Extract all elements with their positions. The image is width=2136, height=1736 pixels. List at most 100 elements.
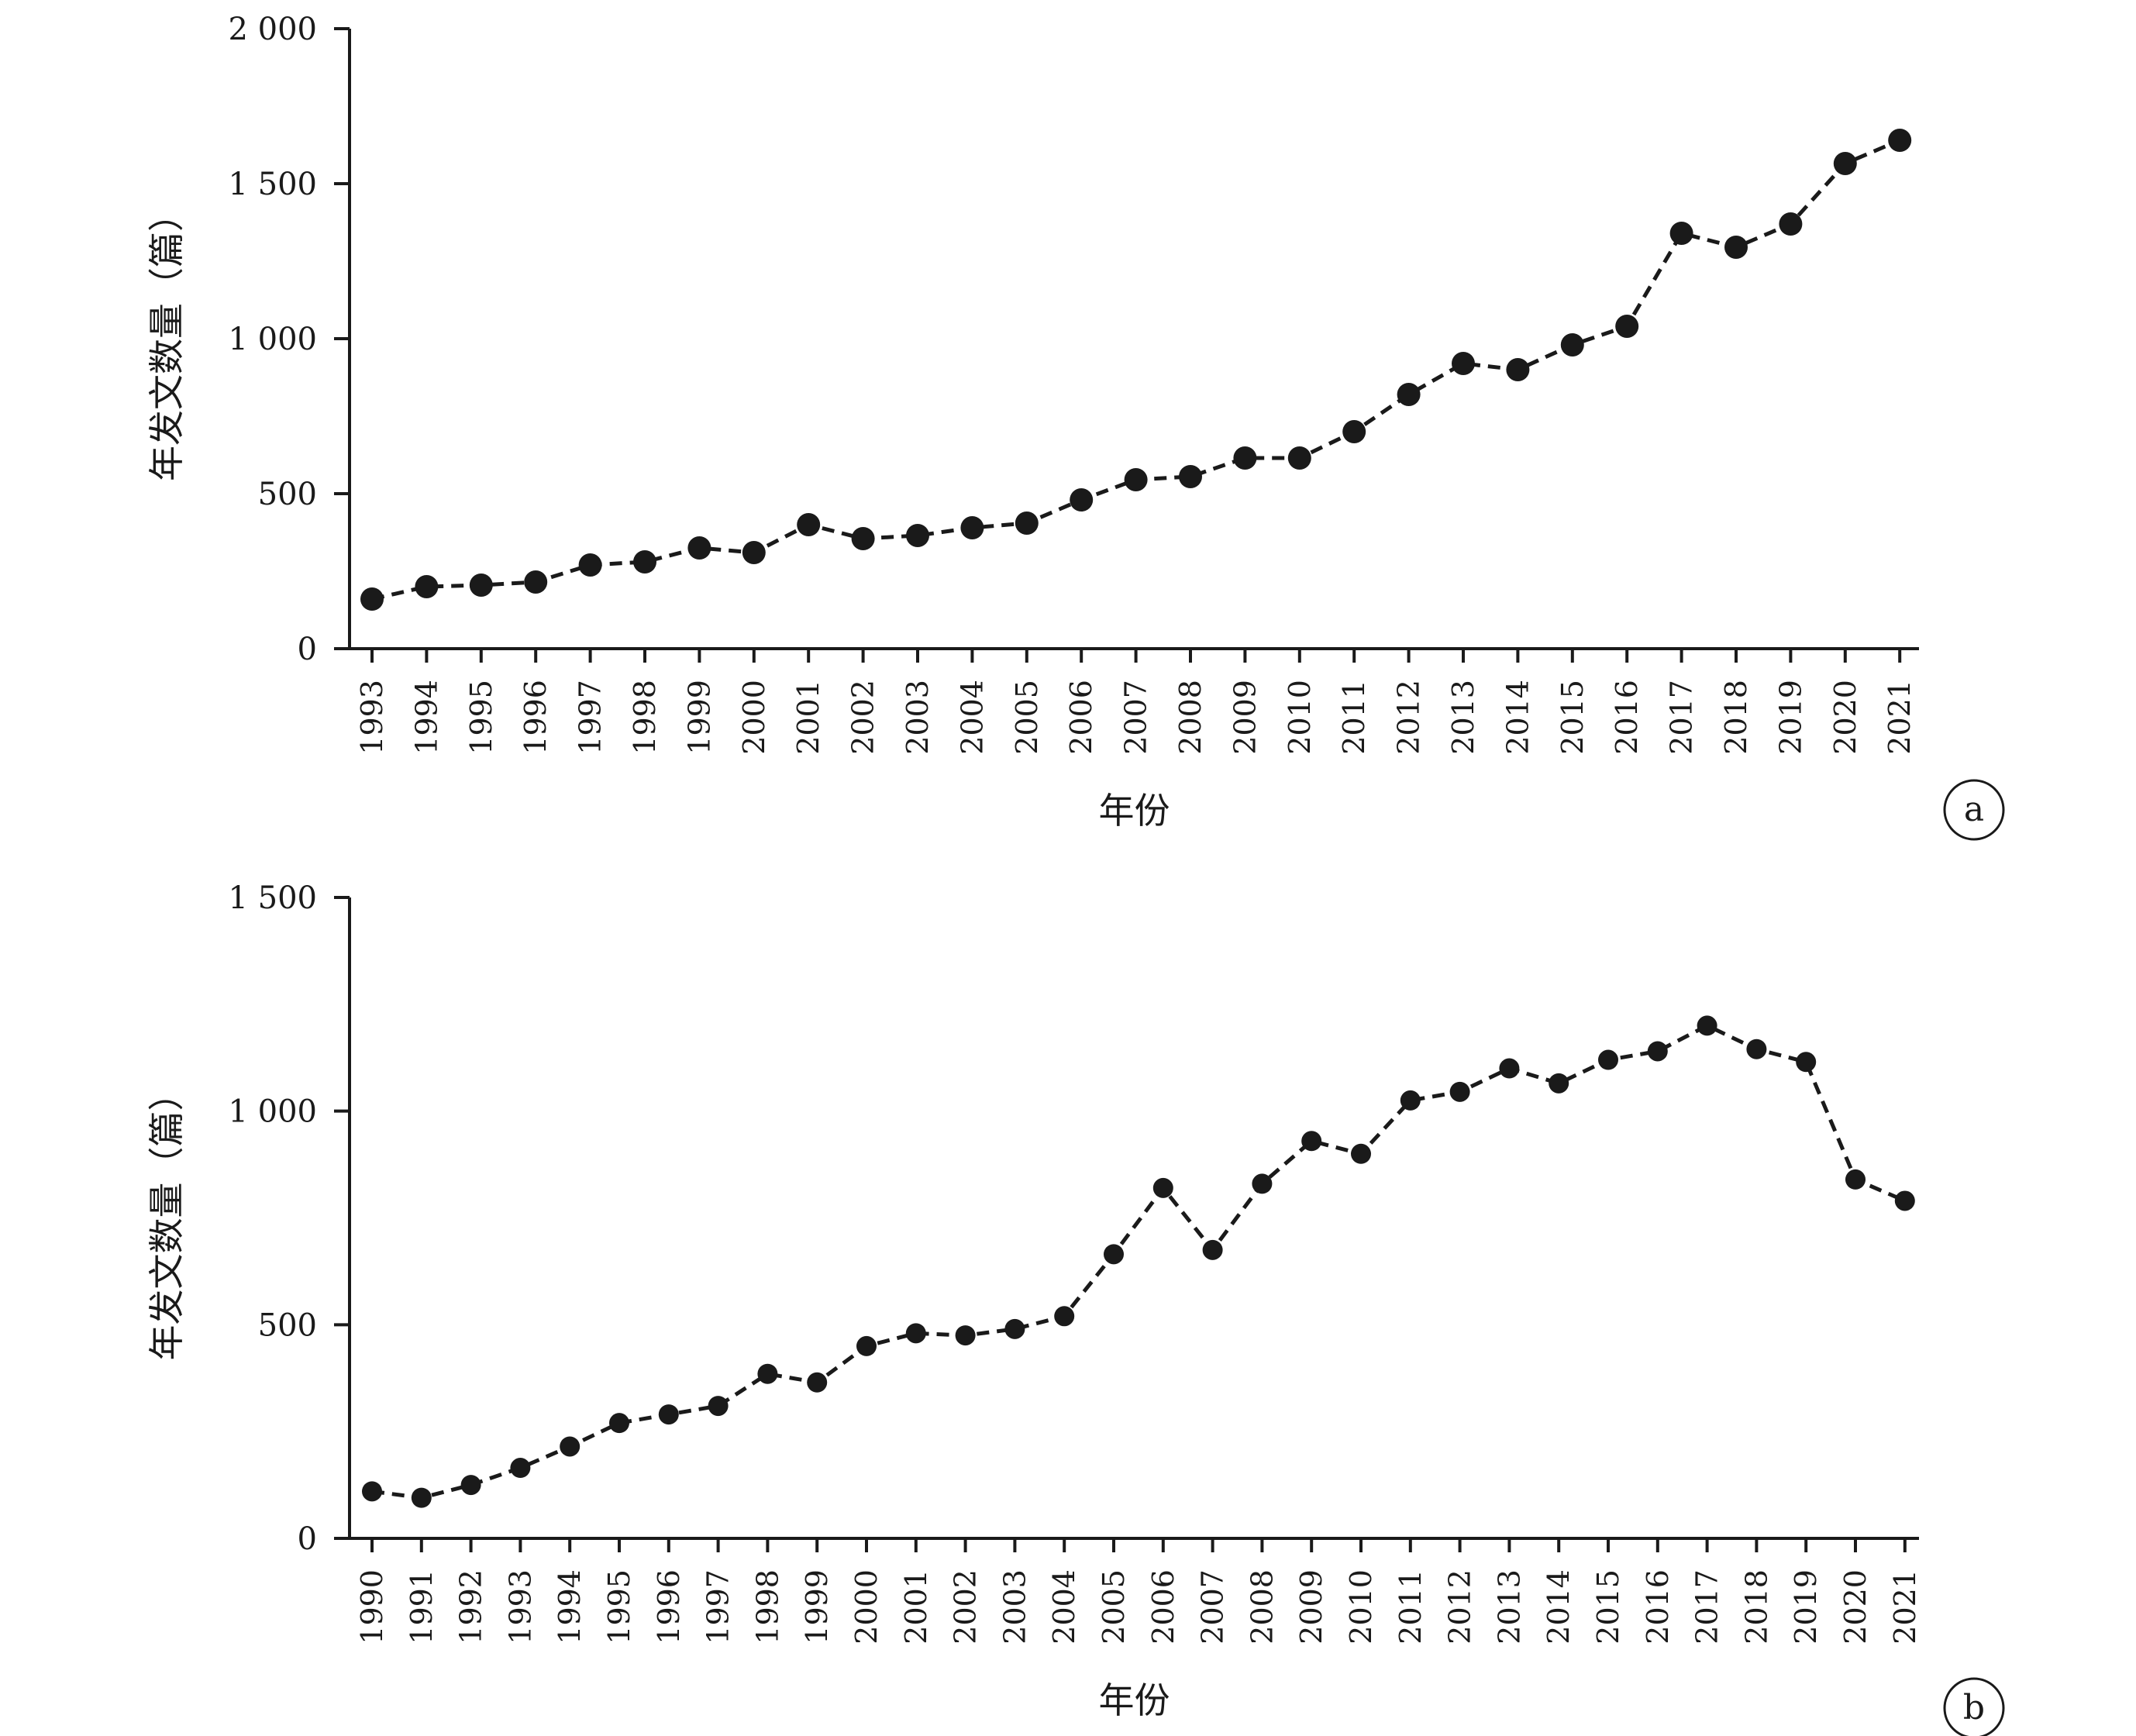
x-tick-label: 2011 (1337, 680, 1371, 755)
data-point (658, 1404, 679, 1425)
y-tick-label: 0 (298, 1521, 317, 1557)
x-tick-label: 2012 (1392, 680, 1426, 755)
x-tick-label: 1996 (652, 1569, 686, 1645)
x-tick-label: 2006 (1146, 1569, 1180, 1645)
x-tick-label: 2020 (1828, 680, 1862, 755)
data-point (633, 550, 656, 574)
panel-label: a (1964, 790, 1984, 829)
x-tick-label: 2007 (1119, 680, 1153, 755)
panel-label-circle (1943, 779, 2005, 841)
data-point (1054, 1306, 1075, 1327)
y-axis-title: 年发文数量（篇） (146, 1076, 188, 1361)
data-point (510, 1458, 531, 1479)
y-tick-label: 1 500 (228, 880, 317, 916)
x-tick-label: 2016 (1610, 680, 1644, 755)
data-point (609, 1413, 629, 1434)
x-tick-label: 1997 (701, 1569, 736, 1645)
x-tick-label: 1993 (503, 1569, 537, 1645)
data-point (856, 1335, 877, 1356)
x-tick-label: 2013 (1446, 680, 1480, 755)
data-point (578, 553, 602, 577)
y-axis-title: 年发文数量（篇） (146, 196, 188, 481)
x-tick-label: 1993 (355, 680, 389, 755)
data-point (1202, 1239, 1223, 1260)
x-tick-label: 2004 (955, 680, 989, 755)
data-point (411, 1487, 432, 1508)
data-point (1724, 236, 1748, 259)
x-tick-label: 2021 (1888, 1569, 1922, 1645)
data-point (1669, 222, 1693, 245)
x-tick-label: 2012 (1443, 1569, 1477, 1645)
data-point (1179, 465, 1202, 488)
x-tick-label: 2008 (1245, 1569, 1279, 1645)
x-tick-label: 1998 (750, 1569, 784, 1645)
x-tick-label: 2003 (901, 680, 935, 755)
x-tick-label: 2009 (1228, 680, 1262, 755)
x-tick-label: 1998 (628, 680, 662, 755)
x-tick-label: 2009 (1294, 1569, 1328, 1645)
x-tick-label: 2000 (849, 1569, 884, 1645)
x-tick-label: 2019 (1789, 1569, 1823, 1645)
data-point (1287, 446, 1311, 470)
data-point (807, 1372, 828, 1393)
data-point (955, 1325, 976, 1346)
x-tick-label: 2017 (1690, 1569, 1724, 1645)
data-point (1070, 488, 1094, 512)
data-point (460, 1475, 481, 1496)
x-tick-label: 2015 (1591, 1569, 1625, 1645)
x-tick-label: 1997 (574, 680, 608, 755)
x-tick-label: 1990 (355, 1569, 389, 1645)
x-tick-label: 1994 (553, 1569, 587, 1645)
y-tick-label: 500 (258, 477, 317, 512)
x-tick-label: 2002 (949, 1569, 983, 1645)
x-tick-label: 2018 (1719, 680, 1753, 755)
data-point (906, 524, 929, 547)
y-tick-label: 1 000 (228, 1094, 317, 1130)
x-tick-label: 2020 (1838, 1569, 1872, 1645)
x-tick-label: 2001 (791, 680, 825, 755)
x-tick-label: 1995 (602, 1569, 636, 1645)
data-point (524, 570, 548, 594)
data-point (1647, 1041, 1668, 1062)
data-point (1549, 1073, 1569, 1094)
x-axis-title: 年份 (1099, 1679, 1170, 1721)
data-point (1452, 352, 1475, 375)
x-tick-label: 2010 (1344, 1569, 1378, 1645)
x-tick-label: 2003 (997, 1569, 1032, 1645)
x-tick-label: 2000 (737, 680, 771, 755)
data-point (1397, 383, 1421, 406)
data-point (1833, 152, 1857, 175)
x-tick-label: 1991 (405, 1569, 439, 1645)
data-point (1351, 1143, 1371, 1164)
data-point (469, 574, 493, 597)
data-point (1506, 358, 1530, 381)
series-line (371, 138, 1901, 601)
x-tick-label: 2007 (1196, 1569, 1230, 1645)
data-point (1301, 1131, 1322, 1152)
data-point (1252, 1173, 1273, 1194)
data-point (1400, 1090, 1421, 1111)
data-point (1560, 333, 1584, 356)
data-point (687, 536, 711, 560)
y-tick-label: 2 000 (228, 12, 317, 47)
data-point (1779, 212, 1803, 236)
x-tick-label: 2005 (1097, 1569, 1131, 1645)
data-point (960, 516, 984, 539)
x-tick-label: 2014 (1542, 1569, 1576, 1645)
x-tick-label: 2014 (1500, 680, 1535, 755)
x-tick-label: 2004 (1047, 1569, 1081, 1645)
x-tick-label: 2017 (1665, 680, 1699, 755)
data-point (415, 575, 439, 598)
x-tick-label: 2019 (1773, 680, 1807, 755)
data-point (1598, 1049, 1618, 1070)
y-tick-label: 1 500 (228, 167, 317, 202)
y-tick-label: 0 (298, 632, 317, 667)
x-tick-label: 1999 (800, 1569, 834, 1645)
data-point (1152, 1177, 1173, 1198)
data-point (1004, 1318, 1025, 1339)
x-tick-label: 2010 (1283, 680, 1317, 755)
data-point (1499, 1058, 1520, 1079)
data-point (1449, 1081, 1470, 1102)
x-axis-title: 年份 (1099, 790, 1170, 832)
data-point (757, 1363, 778, 1384)
